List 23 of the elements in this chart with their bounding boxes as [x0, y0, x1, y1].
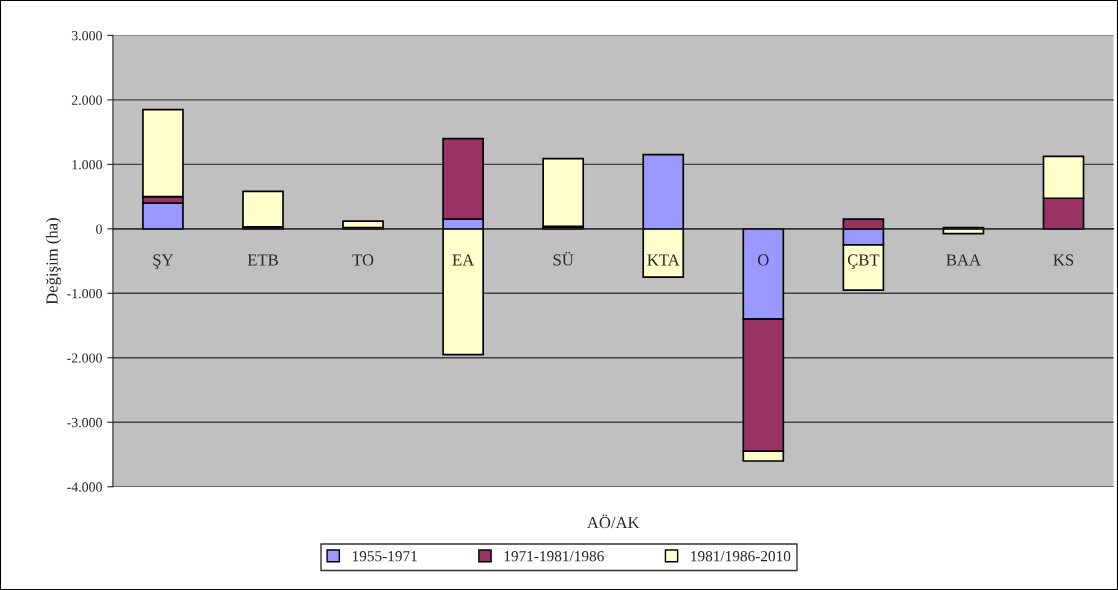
x-tick-label: O [757, 254, 769, 266]
y-axis-title: Değişim (ha) [45, 218, 62, 305]
x-tick-label: ŞY [153, 254, 174, 269]
y-tick-label: 0 [96, 224, 102, 234]
y-tick-label: -4.000 [67, 482, 102, 492]
legend-label: 1971-1981/1986 [504, 551, 604, 562]
x-tick-label: BAA [946, 254, 981, 266]
y-tick-label: 3.000 [71, 30, 102, 41]
y-tick-label: 2.000 [71, 95, 102, 105]
x-tick-label: ETB [247, 254, 278, 266]
y-tick-label: -3.000 [67, 417, 102, 428]
x-tick-label: TO [352, 254, 374, 266]
x-tick-label: ÇBT [847, 254, 880, 269]
x-tick-label: EA [452, 254, 475, 266]
x-tick-label: SÜ [553, 251, 574, 266]
x-axis-title: AÖ/AK [587, 514, 640, 529]
x-tick-label: KTA [647, 254, 680, 266]
y-tick-label: 1.000 [72, 159, 102, 170]
legend-label: 1955-1971 [352, 551, 417, 562]
x-tick-label: KS [1053, 254, 1074, 266]
y-tick-label: -1.000 [67, 288, 102, 299]
y-tick-label: -2.000 [67, 353, 102, 363]
legend-label: 1981/1986-2010 [691, 551, 791, 562]
